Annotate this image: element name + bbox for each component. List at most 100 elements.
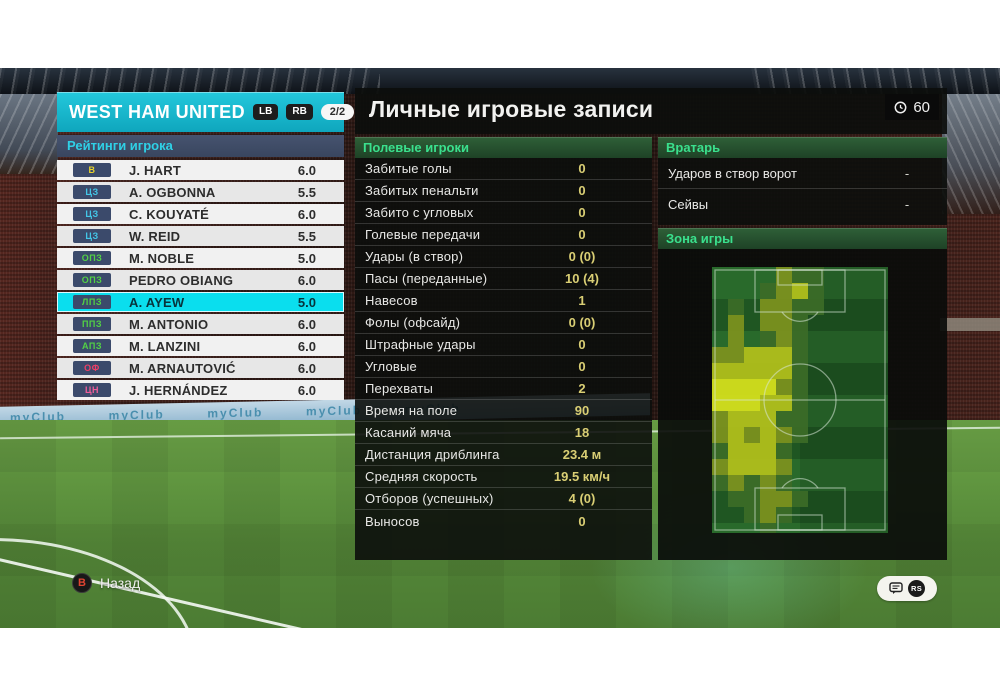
page-indicator: 2/2: [320, 104, 355, 120]
stat-label: Забитые голы: [365, 161, 452, 176]
back-button[interactable]: B Назад: [72, 573, 140, 593]
player-rating: 6.0: [297, 338, 316, 354]
heat-cell: [712, 411, 728, 427]
stat-value: -: [904, 165, 910, 181]
heat-cell: [744, 379, 760, 395]
heat-cell: [760, 283, 776, 299]
player-name: M. ANTONIO: [129, 316, 209, 332]
heatmap-pitch: [712, 267, 888, 533]
stat-row: Ударов в створ ворот -: [658, 158, 947, 189]
heat-cell: [792, 347, 808, 363]
heat-cell: [760, 459, 776, 475]
heat-cell: [776, 363, 792, 379]
heat-cell: [792, 379, 808, 395]
player-row[interactable]: ЦН J. HERNÁNDEZ 6.0: [57, 380, 344, 400]
stand-structure: [942, 94, 1000, 214]
heat-cell: [728, 299, 744, 315]
stat-label: Пасы (переданные): [365, 271, 488, 286]
position-badge: ЛПЗ: [73, 295, 111, 309]
heat-cell: [712, 443, 728, 459]
stat-value: 2: [578, 381, 586, 396]
heat-cell: [744, 475, 760, 491]
player-row[interactable]: ЦЗ C. KOUYATÉ 6.0: [57, 204, 344, 224]
personal-records-panel: Личные игровые записи 60 Полевые игроки …: [355, 88, 947, 560]
goalkeeper-section-title: Вратарь: [658, 137, 947, 158]
heat-cell: [760, 347, 776, 363]
heat-cell: [776, 283, 792, 299]
stat-value: 0: [578, 161, 586, 176]
heat-cell: [728, 491, 744, 507]
stat-value: 0 (0): [568, 315, 596, 330]
heat-cell: [792, 491, 808, 507]
player-rating: 5.5: [297, 184, 316, 200]
stat-value: 18: [574, 425, 590, 440]
position-badge: ЦН: [73, 383, 111, 397]
heat-cell: [776, 427, 792, 443]
stat-row: Дистанция дриблинга 23.4 м: [355, 444, 652, 466]
stand-structure: [0, 94, 58, 174]
heat-cell: [792, 395, 808, 411]
chat-hint-button[interactable]: RS: [877, 576, 937, 601]
player-name: M. NOBLE: [129, 250, 195, 266]
team-header: WEST HAM UNITED LB RB 2/2: [57, 92, 355, 132]
heat-cell: [728, 395, 744, 411]
stat-row: Штрафные удары 0: [355, 334, 652, 356]
heat-cell: [744, 507, 760, 523]
player-row[interactable]: ОФ M. ARNAUTOVIĆ 6.0: [57, 358, 344, 378]
player-row[interactable]: ЦЗ W. REID 5.5: [57, 226, 344, 246]
player-row[interactable]: ОПЗ PEDRO OBIANG 6.0: [57, 270, 344, 290]
heat-cell: [792, 283, 808, 299]
stat-label: Штрафные удары: [365, 337, 476, 352]
player-ratings-list: В J. HART 6.0 ЦЗ A. OGBONNA 5.5 ЦЗ C. KOUYATÉ 6.…: [57, 160, 344, 400]
heat-cell: [744, 427, 760, 443]
stat-row: Пасы (переданные) 10 (4): [355, 268, 652, 290]
stat-value: 23.4 м: [562, 447, 602, 462]
stat-label: Перехваты: [365, 381, 434, 396]
goalkeeper-stats-list: Ударов в створ ворот - Сейвы -: [658, 158, 947, 220]
heat-cell: [760, 491, 776, 507]
lb-bumper-icon[interactable]: LB: [253, 104, 279, 120]
heat-cell: [776, 331, 792, 347]
heat-cell: [728, 475, 744, 491]
rb-bumper-icon[interactable]: RB: [286, 104, 313, 120]
player-row[interactable]: ЛПЗ A. AYEW 5.0: [57, 292, 344, 312]
b-button-icon[interactable]: B: [72, 573, 92, 593]
heat-cell: [728, 379, 744, 395]
heat-cell: [776, 411, 792, 427]
heat-cell: [792, 363, 808, 379]
stat-row: Фолы (офсайд) 0 (0): [355, 312, 652, 334]
player-name: M. LANZINI: [129, 338, 201, 354]
player-name: W. REID: [129, 228, 181, 244]
player-row[interactable]: АПЗ M. LANZINI 6.0: [57, 336, 344, 356]
heat-cell: [728, 443, 744, 459]
heat-cell: [744, 363, 760, 379]
player-rating: 6.0: [297, 162, 316, 178]
heat-cell: [728, 459, 744, 475]
stat-value: 1: [578, 293, 586, 308]
player-row[interactable]: ОПЗ M. NOBLE 5.0: [57, 248, 344, 268]
chat-bubble-icon: [889, 582, 903, 594]
stat-value: 90: [574, 403, 590, 418]
stat-row: Сейвы -: [658, 189, 947, 220]
position-badge: АПЗ: [73, 339, 111, 353]
stat-row: Удары (в створ) 0 (0): [355, 246, 652, 268]
player-row[interactable]: ЦЗ A. OGBONNA 5.5: [57, 182, 344, 202]
stat-row: Забитые голы 0: [355, 158, 652, 180]
player-rating: 5.0: [297, 294, 316, 310]
stat-label: Фолы (офсайд): [365, 315, 461, 330]
heat-cell: [808, 267, 824, 283]
stat-row: Перехваты 2: [355, 378, 652, 400]
stat-row: Забито с угловых 0: [355, 202, 652, 224]
stat-label: Выносов: [365, 513, 420, 529]
heat-cell: [728, 347, 744, 363]
player-row[interactable]: В J. HART 6.0: [57, 160, 344, 180]
player-row[interactable]: ППЗ M. ANTONIO 6.0: [57, 314, 344, 334]
heatmap-grid: [712, 267, 888, 533]
heat-cell: [760, 331, 776, 347]
heat-cell: [792, 315, 808, 331]
heat-cell: [744, 411, 760, 427]
heat-cell: [728, 315, 744, 331]
stat-row: Средняя скорость 19.5 км/ч: [355, 466, 652, 488]
heat-cell: [776, 395, 792, 411]
heat-cell: [760, 475, 776, 491]
